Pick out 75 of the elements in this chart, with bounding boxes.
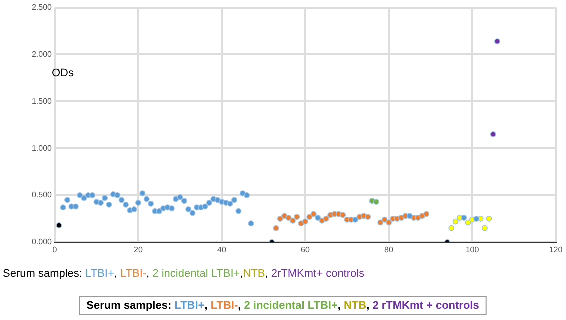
point bbox=[277, 216, 284, 222]
point bbox=[227, 200, 234, 207]
point bbox=[168, 206, 175, 212]
x-tick-label: 120 bbox=[549, 245, 564, 254]
point bbox=[340, 212, 346, 218]
point bbox=[60, 204, 66, 211]
point bbox=[323, 216, 330, 222]
point bbox=[406, 213, 413, 220]
point bbox=[64, 197, 71, 204]
point bbox=[122, 202, 129, 208]
point bbox=[56, 222, 62, 229]
point bbox=[77, 192, 84, 198]
point bbox=[144, 196, 150, 202]
point bbox=[474, 216, 480, 222]
point bbox=[386, 220, 392, 226]
point bbox=[315, 215, 322, 221]
point bbox=[490, 131, 496, 138]
y-tick-label: 1.500 bbox=[32, 96, 53, 106]
text: Serum samples: LTBI+, LTBI-, 2 incidental LTBI+,NTB, 2rTMKmt+ controls bbox=[3, 268, 365, 280]
point bbox=[244, 192, 250, 198]
point bbox=[306, 214, 313, 220]
point bbox=[156, 208, 162, 214]
point bbox=[114, 192, 121, 198]
x-tick-label: 60 bbox=[301, 245, 310, 254]
point bbox=[190, 210, 196, 216]
point bbox=[290, 218, 296, 224]
point bbox=[140, 190, 146, 197]
point bbox=[378, 220, 384, 226]
point bbox=[494, 38, 501, 45]
text: Serum samples: LTBI+, LTBI-, 2 incidental LTBI+, NTB, 2 rTMKmt + controls bbox=[86, 300, 480, 312]
point bbox=[131, 206, 138, 213]
point bbox=[352, 216, 359, 223]
x-tick-label: 0 bbox=[52, 245, 58, 254]
point bbox=[186, 206, 192, 213]
point bbox=[118, 197, 125, 204]
point bbox=[273, 225, 280, 232]
point bbox=[232, 197, 238, 204]
x-tick-label: 20 bbox=[134, 245, 144, 254]
point bbox=[482, 225, 488, 232]
point bbox=[206, 200, 212, 206]
point bbox=[202, 204, 208, 210]
y-tick-label: 2.500 bbox=[32, 3, 53, 12]
y-tick-label: 2.000 bbox=[32, 50, 53, 59]
y-tick-label: 1.000 bbox=[32, 144, 53, 153]
point bbox=[365, 214, 372, 220]
point bbox=[81, 195, 88, 202]
point bbox=[448, 225, 455, 232]
point bbox=[373, 199, 380, 206]
point bbox=[310, 211, 317, 218]
point bbox=[248, 220, 254, 227]
point bbox=[102, 195, 108, 202]
point bbox=[302, 218, 308, 225]
point bbox=[177, 194, 184, 200]
x-tick-label: 100 bbox=[466, 245, 480, 254]
y-tick-label: 0.000 bbox=[32, 238, 53, 247]
point bbox=[424, 211, 430, 218]
point bbox=[98, 200, 104, 206]
x-tick-label: 40 bbox=[218, 245, 227, 254]
y-tick-label: 0.500 bbox=[32, 190, 53, 200]
point bbox=[181, 198, 188, 204]
point bbox=[90, 192, 96, 198]
x-tick-label: 80 bbox=[384, 245, 394, 254]
point bbox=[72, 204, 79, 210]
point bbox=[452, 218, 459, 225]
point bbox=[148, 200, 154, 207]
point bbox=[382, 216, 388, 223]
point bbox=[294, 214, 300, 220]
point bbox=[465, 220, 472, 226]
point bbox=[461, 215, 468, 221]
y-axis-title: ODs bbox=[52, 68, 74, 80]
point bbox=[286, 215, 292, 221]
point bbox=[236, 208, 242, 214]
point bbox=[136, 200, 142, 206]
point bbox=[486, 216, 492, 222]
point bbox=[106, 202, 112, 208]
